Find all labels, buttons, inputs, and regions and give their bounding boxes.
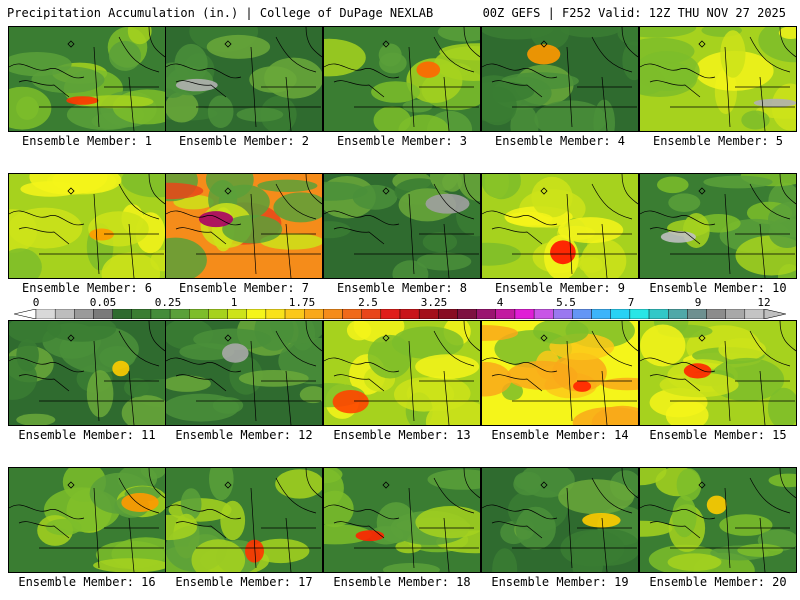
colorbar-cell	[246, 309, 267, 319]
ensemble-map-14	[481, 320, 639, 426]
ensemble-map-13	[323, 320, 481, 426]
colorbar-tick-label: 0	[32, 296, 40, 309]
ensemble-member-label: Ensemble Member: 5	[652, 134, 784, 148]
ensemble-map-9	[481, 173, 639, 279]
colorbar-cell	[533, 309, 554, 319]
ensemble-map-18	[323, 467, 481, 573]
ensemble-member-label: Ensemble Member: 4	[494, 134, 626, 148]
ensemble-member-label: Ensemble Member: 8	[336, 281, 468, 295]
colorbar-cell	[323, 309, 343, 319]
ensemble-map-3	[323, 26, 481, 132]
ensemble-map-2	[165, 26, 323, 132]
colorbar-cell	[610, 309, 631, 319]
ensemble-map-17	[165, 467, 323, 573]
colorbar-cell	[169, 309, 190, 319]
colorbar	[14, 309, 786, 319]
colorbar-cell	[668, 309, 688, 319]
ensemble-member-label: Ensemble Member: 17	[175, 575, 313, 589]
colorbar-cell	[54, 309, 75, 319]
colorbar-cell	[399, 309, 420, 319]
colorbar-tick-label: 2.5	[358, 296, 378, 309]
colorbar-tick-label: 5.5	[556, 296, 576, 309]
colorbar-cell	[725, 309, 746, 319]
ensemble-member-label: Ensemble Member: 2	[178, 134, 310, 148]
colorbar-cell	[476, 309, 496, 319]
ensemble-map-4	[481, 26, 639, 132]
ensemble-member-label: Ensemble Member: 12	[175, 428, 313, 442]
colorbar-cell	[131, 309, 152, 319]
ensemble-map-10	[639, 173, 797, 279]
colorbar-cell	[35, 309, 56, 319]
ensemble-member-label: Ensemble Member: 15	[649, 428, 787, 442]
ensemble-map-15	[639, 320, 797, 426]
ensemble-member-label: Ensemble Member: 20	[649, 575, 787, 589]
colorbar-cell	[284, 309, 305, 319]
colorbar-cell	[629, 309, 650, 319]
colorbar-cell	[591, 309, 611, 319]
ensemble-map-19	[481, 467, 639, 573]
ensemble-member-label: Ensemble Member: 3	[336, 134, 468, 148]
colorbar-tick-label: 4	[496, 296, 504, 309]
colorbar-tick-label: 9	[694, 296, 702, 309]
colorbar-cell	[514, 309, 535, 319]
ensemble-map-11	[8, 320, 166, 426]
ensemble-member-label: Ensemble Member: 10	[649, 281, 787, 295]
ensemble-member-label: Ensemble Member: 14	[491, 428, 629, 442]
colorbar-cell	[304, 309, 324, 319]
colorbar-cell	[74, 309, 94, 319]
colorbar-cell	[438, 309, 458, 319]
ensemble-member-label: Ensemble Member: 1	[21, 134, 153, 148]
colorbar-cell	[418, 309, 439, 319]
ensemble-member-label: Ensemble Member: 18	[333, 575, 471, 589]
ensemble-member-label: Ensemble Member: 11	[18, 428, 156, 442]
colorbar-tick-label: 0.25	[154, 296, 182, 309]
colorbar-cell	[227, 309, 247, 319]
ensemble-map-20	[639, 467, 797, 573]
colorbar-cell	[208, 309, 228, 319]
colorbar-cell	[112, 309, 132, 319]
ensemble-map-7	[165, 173, 323, 279]
colorbar-cell	[93, 309, 113, 319]
colorbar-cell	[744, 309, 765, 319]
ensemble-member-label: Ensemble Member: 19	[491, 575, 629, 589]
ensemble-map-5	[639, 26, 797, 132]
colorbar-cell	[265, 309, 286, 319]
ensemble-member-label: Ensemble Member: 16	[18, 575, 156, 589]
colorbar-cell	[648, 309, 669, 319]
colorbar-tick-label: 0.05	[89, 296, 117, 309]
ensemble-map-12	[165, 320, 323, 426]
colorbar-right-arrow	[763, 309, 786, 319]
colorbar-cell	[457, 309, 477, 319]
colorbar-cell	[687, 309, 707, 319]
page-title: Precipitation Accumulation (in.) | Colle…	[7, 6, 434, 20]
colorbar-cell	[553, 309, 573, 319]
model-run-info: 00Z GEFS | F252 Valid: 12Z THU NOV 27 20…	[482, 6, 786, 20]
colorbar-tick-label: 1	[230, 296, 238, 309]
ensemble-map-1	[8, 26, 166, 132]
ensemble-member-label: Ensemble Member: 7	[178, 281, 310, 295]
ensemble-member-label: Ensemble Member: 13	[333, 428, 471, 442]
colorbar-cell	[706, 309, 726, 319]
ensemble-map-16	[8, 467, 166, 573]
colorbar-cell	[380, 309, 401, 319]
colorbar-cell	[361, 309, 382, 319]
colorbar-cell	[342, 309, 362, 319]
colorbar-cell	[150, 309, 171, 319]
ensemble-map-8	[323, 173, 481, 279]
colorbar-tick-label: 12	[757, 296, 771, 309]
ensemble-map-6	[8, 173, 166, 279]
colorbar-left-arrow	[14, 309, 37, 319]
colorbar-cell	[572, 309, 592, 319]
ensemble-member-label: Ensemble Member: 9	[494, 281, 626, 295]
ensemble-member-label: Ensemble Member: 6	[21, 281, 153, 295]
colorbar-tick-label: 3.25	[420, 296, 448, 309]
colorbar-tick-label: 7	[627, 296, 635, 309]
colorbar-cell	[495, 309, 516, 319]
colorbar-tick-label: 1.75	[288, 296, 316, 309]
colorbar-cell	[189, 309, 209, 319]
